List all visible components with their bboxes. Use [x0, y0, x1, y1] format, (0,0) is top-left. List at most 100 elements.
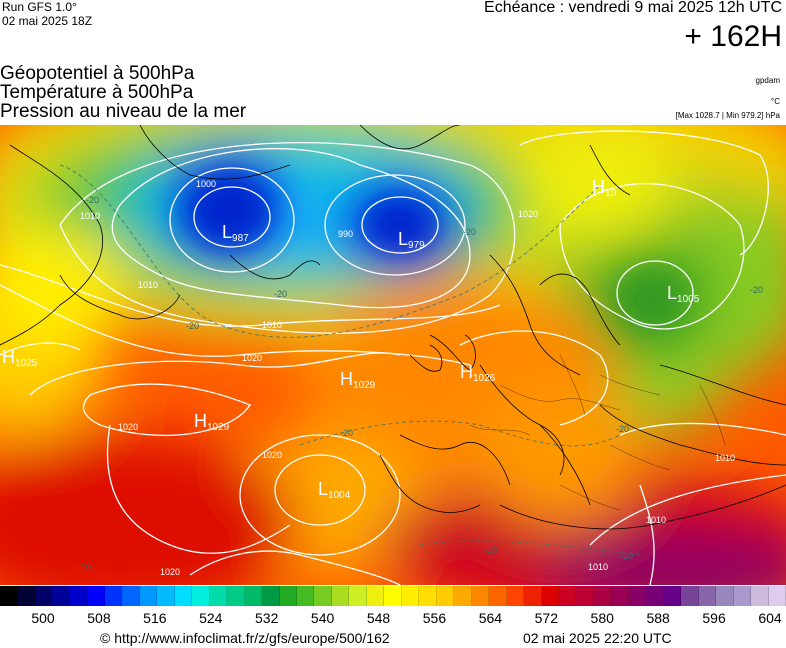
- scale-cell: [104, 586, 123, 606]
- scale-tick-label: 548: [366, 610, 391, 626]
- title-pressure: Pression au niveau de la mer: [0, 101, 247, 122]
- temperature-label: -20: [86, 195, 99, 205]
- isobar-label: 990: [338, 229, 353, 239]
- pressure-centers: L987 L979 H10 L1005 H1025 H1029 H1026 H1…: [2, 177, 700, 501]
- temperature-label: -20: [616, 424, 629, 434]
- unit-geopotential: gpdam: [755, 76, 780, 85]
- scale-cell: [593, 586, 612, 606]
- temperature-label: -10: [78, 562, 91, 572]
- isobar-label: 1010: [646, 515, 666, 525]
- temperature-label: -10: [484, 545, 497, 555]
- title-temperature: Température à 500hPa: [0, 82, 194, 103]
- scale-cell: [0, 586, 18, 606]
- scale-cell: [87, 586, 105, 606]
- isotherm-lines: [59, 164, 641, 556]
- scale-cell: [157, 586, 175, 606]
- scale-tick-label: 516: [143, 610, 167, 626]
- scale-cell: [768, 586, 786, 606]
- color-scale-ticks: 500 508 516 524 532 540 548 556 564 572 580 588 596 6…: [0, 610, 786, 628]
- scale-cell: [34, 586, 53, 606]
- isobar-label: 1010: [80, 211, 100, 221]
- scale-cell: [366, 586, 385, 606]
- scale-cell: [436, 586, 455, 606]
- temperature-labels: -20 -20 -20 -20 -20 -20 -20 -10 -10 -10: [78, 195, 763, 572]
- low-center: L987: [222, 222, 249, 244]
- scale-cell: [733, 586, 752, 606]
- scale-cell: [192, 586, 210, 606]
- scale-tick-label: 572: [534, 610, 558, 626]
- scale-cell: [139, 586, 158, 606]
- isobar-label: 1010: [262, 320, 282, 330]
- scale-cell: [751, 586, 769, 606]
- weather-map: 1000 990 1010 1010 1010 1020 1020 1020 1…: [0, 125, 786, 585]
- temperature-label: -20: [274, 289, 287, 299]
- run-date: 02 mai 2025 18Z: [2, 14, 93, 28]
- scale-tick-label: 532: [255, 610, 279, 626]
- isobar-label: 1020: [118, 422, 138, 432]
- scale-cell: [331, 586, 350, 606]
- scale-cell: [559, 586, 577, 606]
- scale-cell: [541, 586, 559, 606]
- temperature-label: -20: [750, 285, 763, 295]
- scale-cell: [454, 586, 472, 606]
- scale-cell: [611, 586, 629, 606]
- coastlines: [0, 125, 786, 530]
- isobar-label: 1010: [138, 280, 158, 290]
- scale-tick-label: 556: [422, 610, 447, 626]
- temperature-label: -20: [340, 428, 353, 438]
- scale-cell: [279, 586, 297, 606]
- scale-tick-label: 580: [590, 610, 614, 626]
- map-titles: Géopotentiel à 500hPa Température à 500h…: [0, 64, 246, 121]
- scale-cell: [489, 586, 507, 606]
- isobar-label: 1010: [588, 562, 608, 572]
- scale-cell: [524, 586, 542, 606]
- isobar-label: 1010: [715, 453, 735, 463]
- valid-time: Echéance : vendredi 9 mai 2025 12h UTC: [484, 0, 782, 16]
- high-center: H10: [592, 177, 617, 199]
- scale-cell: [698, 586, 717, 606]
- low-center: L979: [398, 229, 425, 251]
- scale-cell: [262, 586, 280, 606]
- scale-cell: [419, 586, 437, 606]
- isobar-label: 1020: [262, 450, 282, 460]
- scale-cell: [244, 586, 263, 606]
- unit-pressure: [Max 1028.7 | Min 979.2] hPa: [675, 111, 780, 120]
- scale-cell: [384, 586, 402, 606]
- scale-tick-label: 564: [478, 610, 503, 626]
- unit-temperature: °C: [771, 97, 780, 106]
- high-center: H1026: [460, 362, 496, 384]
- color-scale: [0, 586, 786, 606]
- scale-tick-label: 604: [758, 610, 782, 626]
- isobar-label: 1020: [242, 353, 262, 363]
- scale-cell: [506, 586, 525, 606]
- scale-tick-label: 508: [87, 610, 111, 626]
- temperature-label: -20: [463, 227, 476, 237]
- scale-tick-label: 500: [31, 610, 55, 626]
- scale-cell: [576, 586, 594, 606]
- run-info: Run GFS 1.0° 02 mai 2025 18Z: [2, 0, 92, 28]
- high-center: H1029: [340, 369, 376, 391]
- scale-cell: [349, 586, 367, 606]
- scale-cell: [646, 586, 664, 606]
- high-center: H1025: [2, 347, 38, 369]
- title-geopotential: Géopotentiel à 500hPa: [0, 63, 195, 84]
- isobar-label: 1020: [160, 567, 180, 577]
- scale-cell: [227, 586, 245, 606]
- scale-cell: [628, 586, 647, 606]
- scale-cell: [663, 586, 682, 606]
- scale-cell: [716, 586, 734, 606]
- borders: [469, 354, 726, 511]
- scale-cell: [52, 586, 70, 606]
- isobar-lines: [0, 130, 786, 585]
- footer-url: © http://www.infoclimat.fr/z/gfs/europe/…: [100, 630, 390, 646]
- forecast-hour: + 162H: [684, 20, 782, 53]
- scale-cell: [17, 586, 35, 606]
- scale-tick-label: 588: [646, 610, 670, 626]
- scale-cell: [314, 586, 332, 606]
- isobar-label: 1000: [196, 179, 216, 189]
- scale-cell: [681, 586, 699, 606]
- high-center: H1029: [194, 411, 230, 433]
- temperature-label: -10: [620, 551, 633, 561]
- run-label: Run GFS 1.0°: [2, 0, 77, 14]
- scale-cell: [296, 586, 315, 606]
